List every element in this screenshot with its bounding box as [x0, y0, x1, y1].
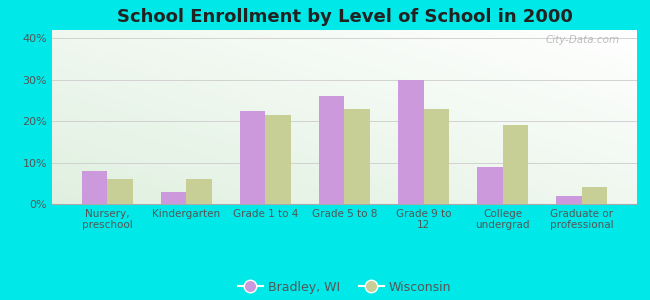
Bar [82, 171, 107, 204]
Bar [398, 80, 424, 204]
Bar [187, 179, 212, 204]
Bar [424, 109, 449, 204]
Bar [502, 125, 528, 204]
Bar [161, 192, 187, 204]
Legend: Bradley, WI, Wisconsin: Bradley, WI, Wisconsin [233, 276, 456, 299]
Bar [582, 188, 607, 204]
Bar [107, 179, 133, 204]
Bar [265, 115, 291, 204]
Bar [477, 167, 502, 204]
Bar [344, 109, 370, 204]
Title: School Enrollment by Level of School in 2000: School Enrollment by Level of School in … [116, 8, 573, 26]
Bar [556, 196, 582, 204]
Text: City-Data.com: City-Data.com [545, 35, 619, 45]
Bar [319, 96, 344, 204]
Bar [240, 111, 265, 204]
